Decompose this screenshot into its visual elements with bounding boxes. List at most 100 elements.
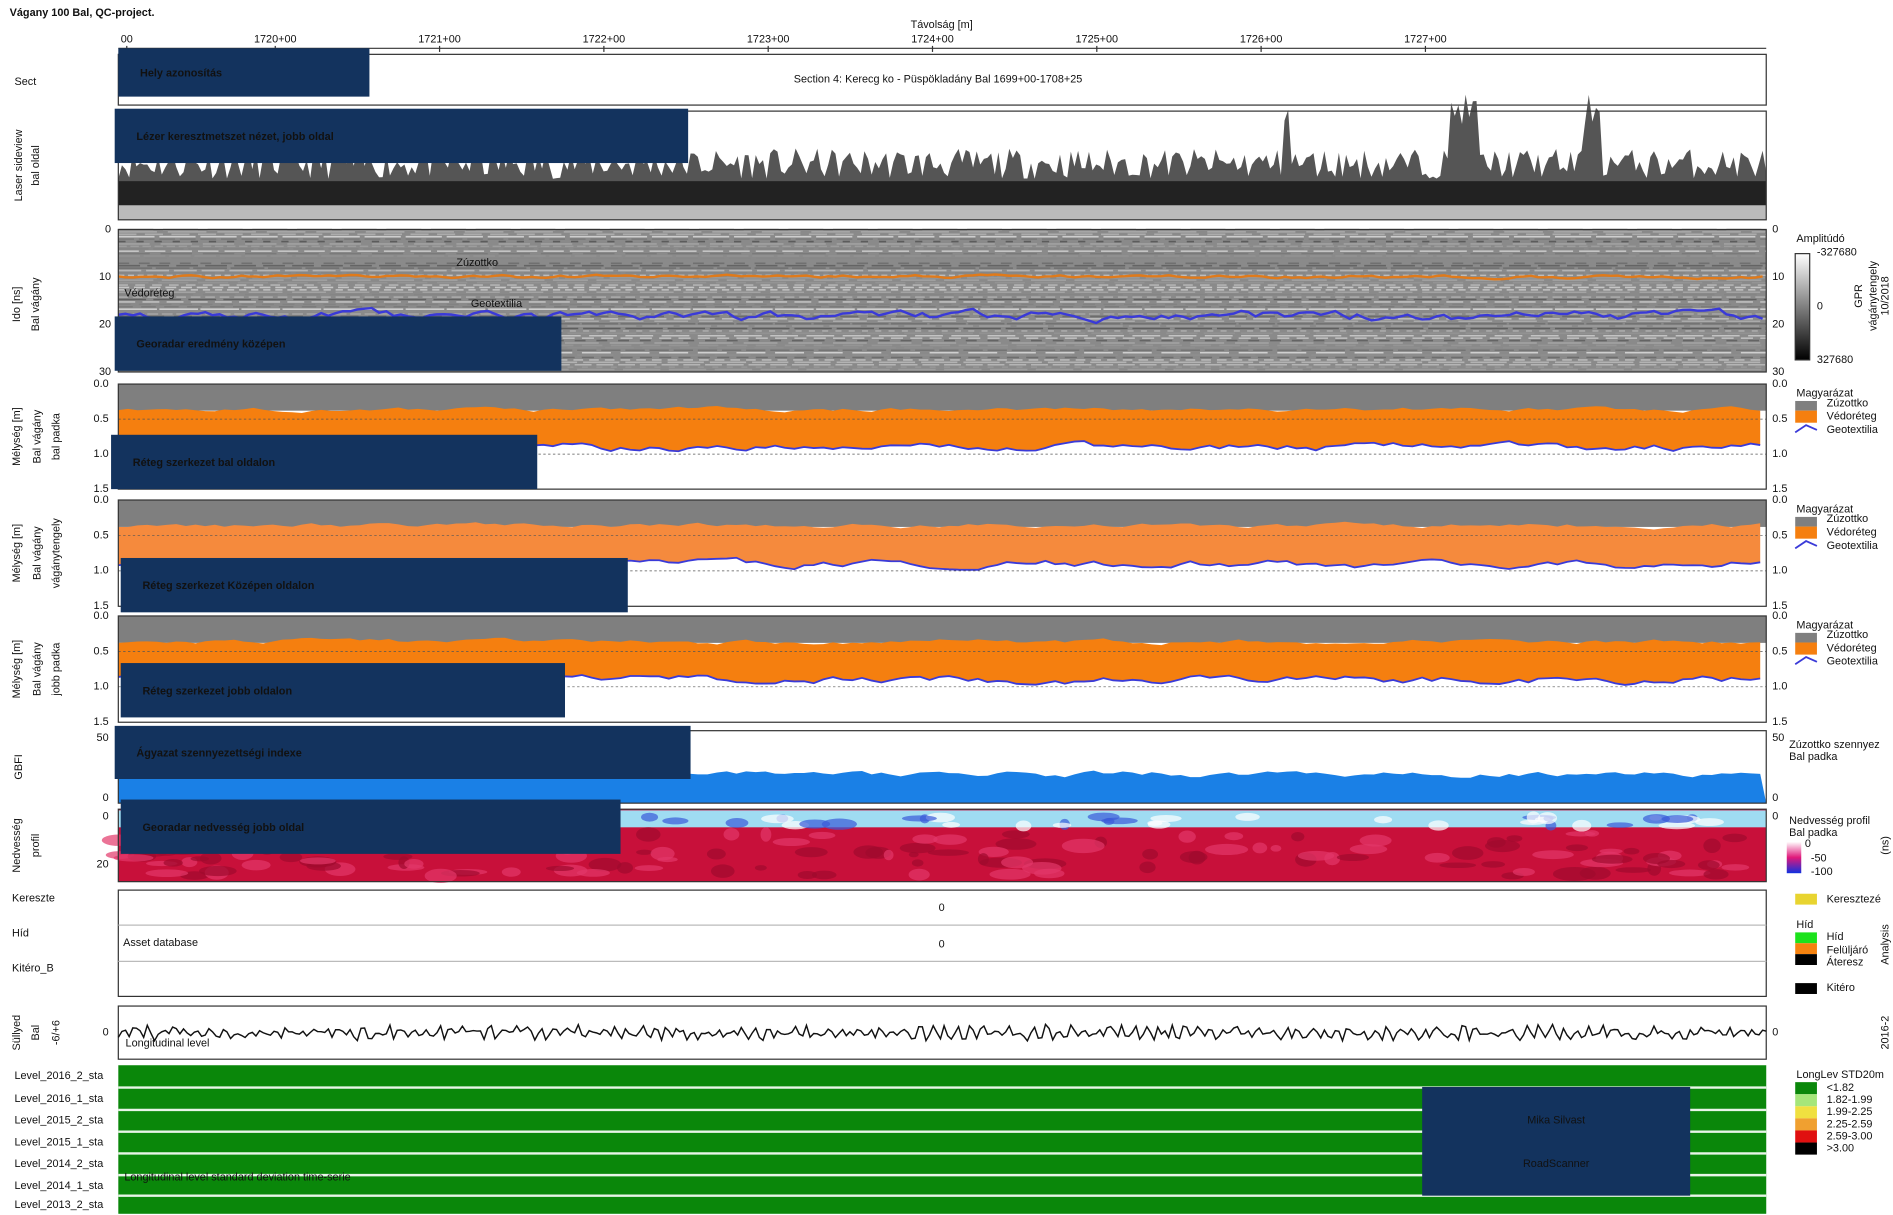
legend-label: Keresztezé (1827, 894, 1881, 906)
moisture-blob (1360, 835, 1392, 847)
legend-scale-label: 0 (1817, 301, 1823, 313)
legend-scale-label: -327680 (1817, 246, 1857, 258)
moisture-blob (425, 869, 457, 883)
moisture-blob (1513, 868, 1535, 876)
moisture-blob (635, 865, 663, 871)
moisture-blob (383, 853, 412, 860)
moisture-blob (617, 862, 633, 873)
moisture-blob (884, 850, 894, 860)
moisture-blob (1374, 816, 1392, 823)
y-tick-label: 1.0 (1772, 448, 1787, 460)
y-tick-label: 20 (99, 318, 111, 330)
panel-label: Bal (30, 1025, 42, 1041)
moisture-blob (1485, 840, 1520, 852)
panel-label: Mélység [m] (11, 407, 23, 466)
y-tick-label: 0 (1772, 810, 1778, 822)
moisture-blob (164, 859, 183, 867)
moisture-blob (1337, 854, 1369, 861)
callout-text: Ágyazat szennyezettségi indexe (136, 747, 301, 760)
moisture-blob (1721, 864, 1749, 871)
panel-label: Bal vágány (31, 642, 43, 696)
moisture-blob (1022, 862, 1062, 875)
moisture-blob (1585, 830, 1599, 836)
panel-label: Süllyed (11, 1015, 23, 1051)
moisture-blob (1062, 839, 1105, 853)
body: Vágany 100 Bal, QC-project.Távolság [m]0… (0, 0, 1893, 1215)
legend-label: Védoréteg (1827, 642, 1877, 654)
std-row-label: Level_2014_1_sta (14, 1180, 104, 1192)
moisture-blob (1532, 850, 1574, 859)
legend-label: >3.00 (1827, 1142, 1854, 1154)
legend-label: Geotextilia (1827, 540, 1879, 552)
moisture-blob (502, 867, 521, 876)
legend-swatch (1795, 1082, 1817, 1094)
y-tick-label: 1.0 (94, 448, 109, 460)
moisture-blob (1205, 844, 1248, 855)
legend-swatch (1795, 401, 1817, 411)
y-tick-label: 0 (1772, 223, 1778, 235)
panel-label: -6/+6 (51, 1020, 63, 1045)
callout-text: Réteg szerkezet jobb oldalon (142, 685, 292, 697)
legend-swatch (1795, 411, 1817, 423)
moisture-blob (1271, 845, 1282, 852)
moisture-blob (1481, 861, 1505, 868)
moisture-blob (191, 856, 209, 861)
callout-text: Hely azonosítás (140, 68, 222, 80)
legend-title: LongLev STD20m (1796, 1069, 1884, 1081)
moisture-blob (909, 852, 919, 857)
moisture-blob (1053, 823, 1072, 828)
legend-label: Kitéro (1827, 982, 1855, 994)
legend-swatch (1795, 932, 1817, 943)
legend-side-label: 2016-2 (1880, 1016, 1892, 1050)
moisture-blob (773, 838, 810, 846)
moisture-blob (1527, 811, 1541, 823)
y-tick-label: 0 (1772, 1027, 1778, 1039)
moisture-blob (242, 860, 271, 871)
moisture-blob (909, 869, 930, 881)
moisture-blob (1615, 867, 1651, 873)
panel-label: vágánytengely (51, 518, 63, 589)
y-tick-label: 0 (1772, 792, 1778, 804)
y-tick-label: 0.0 (1772, 378, 1787, 390)
legend-side-label: (ns) (1880, 836, 1892, 855)
std-row-label: Level_2013_2_sta (14, 1199, 104, 1211)
moisture-blob (933, 834, 967, 845)
y-tick-label: 30 (99, 366, 111, 378)
legend-label: Zúzottko (1827, 513, 1869, 525)
moisture-blob (300, 857, 336, 864)
y-tick-label: 10 (99, 271, 111, 283)
moisture-blob (1703, 869, 1728, 879)
gpr-annotation: Geotextilia (471, 298, 523, 310)
legend-side-label: vágánytengely (1868, 260, 1880, 331)
legend-scale-label: 327680 (1817, 354, 1853, 366)
legend-label: Felüljáró (1827, 944, 1869, 956)
legend-swatch (1795, 633, 1817, 643)
y-tick-label: 1.0 (94, 681, 109, 693)
legend-label: 2.59-3.00 (1827, 1130, 1873, 1142)
moisture-blob (1572, 820, 1591, 832)
distance-tick-label: 00 (121, 34, 133, 46)
moisture-blob (1607, 822, 1634, 827)
moisture-blob (942, 822, 960, 828)
y-tick-label: 0.0 (94, 378, 109, 390)
moisture-blob (809, 832, 836, 839)
legend-swatch (1795, 643, 1817, 655)
panel-label: Nedvesség (11, 818, 23, 872)
moisture-blob (1180, 851, 1208, 863)
legend-swatch (1795, 1106, 1817, 1118)
legend-swatch (1795, 1118, 1817, 1130)
callout-text: Réteg szerkezet Középen oldalon (142, 580, 314, 592)
y-tick-label: 1.5 (94, 716, 109, 728)
y-tick-label: 10 (1772, 271, 1784, 283)
y-tick-label: 1.0 (94, 565, 109, 577)
legend-label: Védoréteg (1827, 526, 1877, 538)
moisture-blob (404, 859, 423, 869)
moisture-blob (1016, 820, 1032, 831)
moisture-blob (577, 869, 610, 877)
distance-tick-label: 1721+00 (418, 34, 461, 46)
moisture-blob (1439, 862, 1476, 868)
legend-label: Geotextilia (1827, 656, 1879, 668)
moisture-blob (912, 834, 937, 843)
moisture-blob (1425, 853, 1450, 863)
moisture-blob (1139, 862, 1155, 874)
